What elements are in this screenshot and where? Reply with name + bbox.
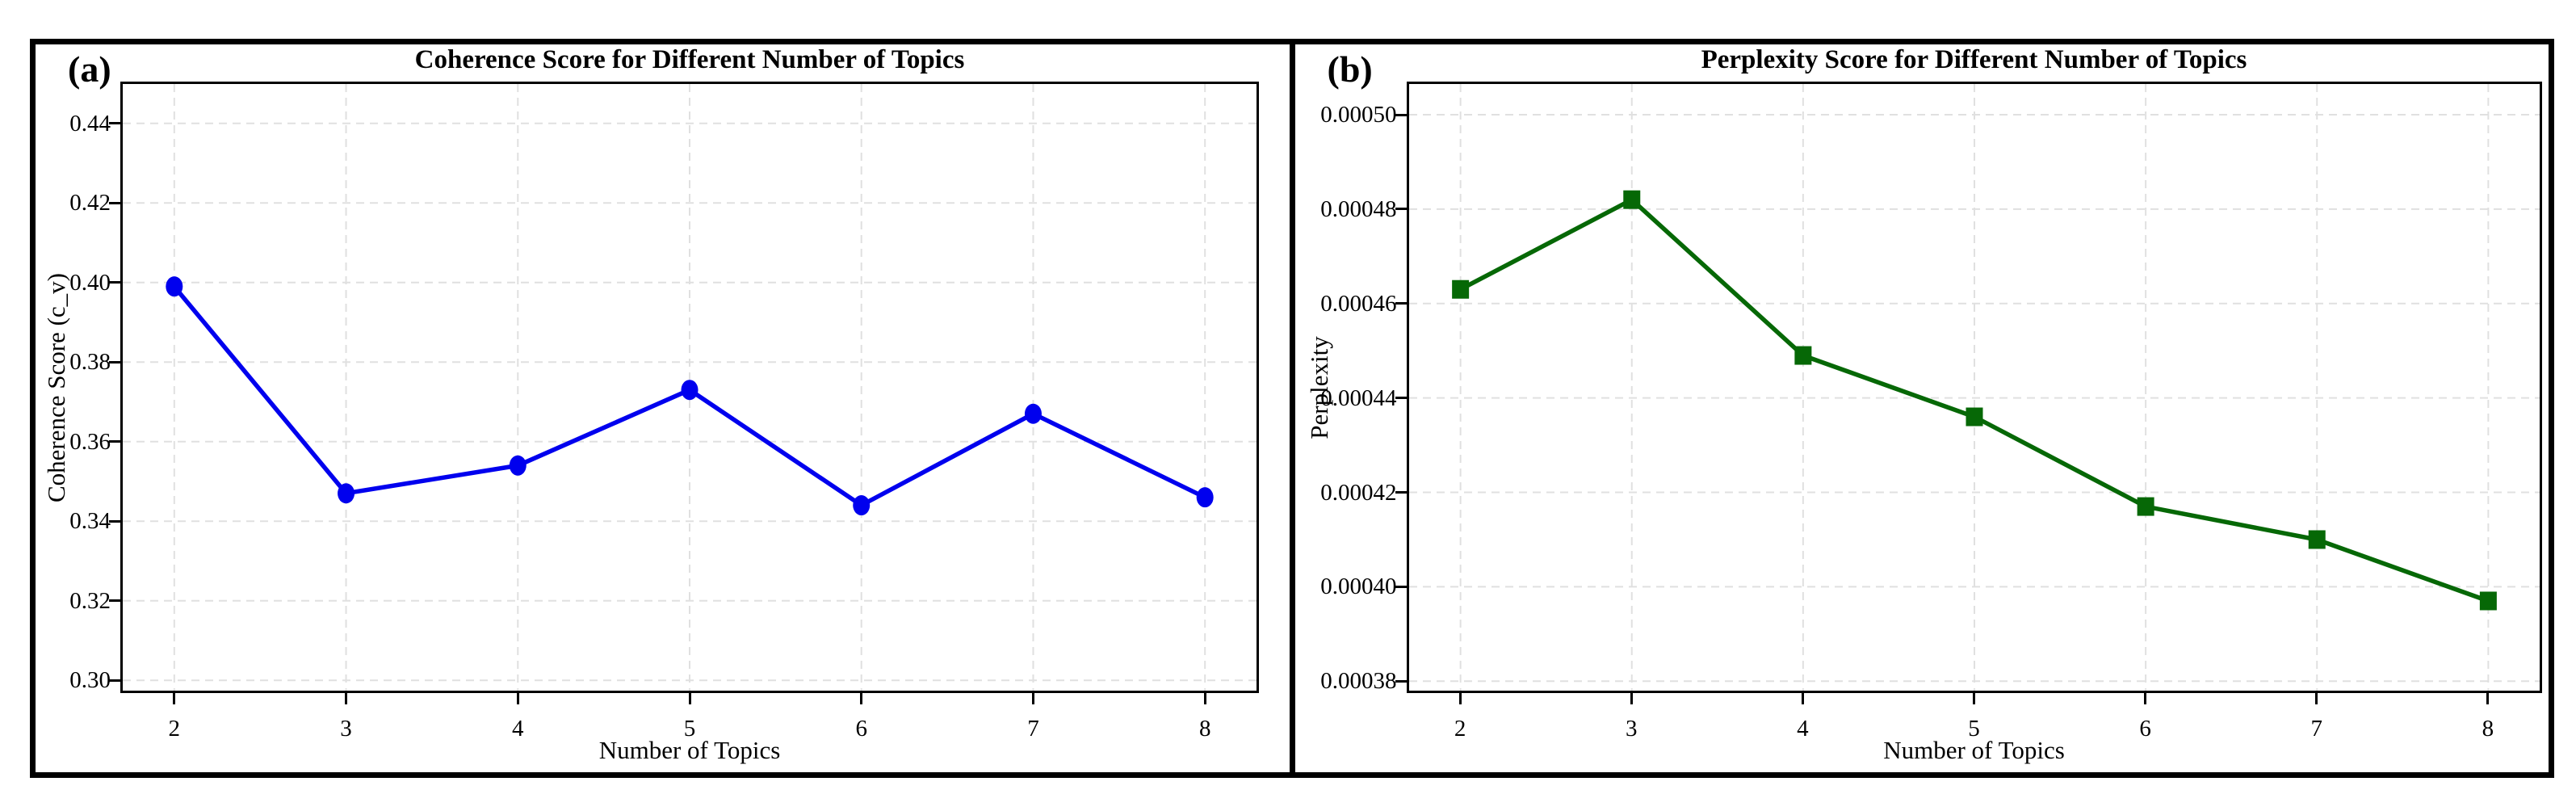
y-tick-mark (1395, 679, 1407, 683)
x-tick-mark (1203, 693, 1206, 704)
y-tick-label: 0.32 (69, 587, 111, 614)
y-tick-label: 0.38 (69, 349, 111, 376)
panel-b-x-axis-label: Number of Topics (1883, 736, 2065, 764)
panel-divider (1289, 44, 1295, 772)
x-tick-label: 4 (512, 716, 524, 742)
x-tick-label: 8 (2482, 716, 2494, 742)
y-tick-label: 0.30 (69, 667, 111, 694)
x-tick-mark (516, 693, 519, 704)
panel-a-x-axis-label: Number of Topics (598, 736, 781, 764)
y-tick-label: 0.00046 (1320, 290, 1397, 317)
x-tick-mark (2144, 693, 2147, 704)
x-tick-mark (1630, 693, 1633, 704)
x-tick-mark (173, 693, 176, 704)
y-tick-mark (109, 281, 120, 284)
y-tick-label: 0.00038 (1320, 668, 1397, 695)
x-tick-mark (1032, 693, 1034, 704)
x-tick-mark (345, 693, 347, 704)
panel-a-plot-area (120, 82, 1259, 693)
y-tick-label: 0.44 (69, 110, 111, 137)
x-tick-label: 4 (1797, 716, 1809, 742)
x-tick-label: 5 (683, 716, 696, 742)
x-tick-label: 5 (1968, 716, 1980, 742)
panel-b-plot-area (1406, 82, 2542, 693)
y-tick-mark (109, 360, 120, 363)
y-tick-mark (1395, 302, 1407, 305)
y-tick-mark (1395, 491, 1407, 494)
panel-a-corner-label: (a) (68, 48, 111, 90)
y-tick-mark (1395, 208, 1407, 211)
y-tick-label: 0.00044 (1320, 384, 1397, 411)
y-tick-mark (109, 519, 120, 523)
y-tick-label: 0.00048 (1320, 195, 1397, 222)
x-tick-label: 7 (1027, 716, 1039, 742)
x-tick-label: 3 (340, 716, 352, 742)
y-tick-label: 0.42 (69, 190, 111, 216)
y-tick-label: 0.00042 (1320, 479, 1397, 506)
panel-b-title: Perplexity Score for Different Number of… (1701, 45, 2247, 74)
y-tick-mark (1395, 397, 1407, 400)
y-tick-mark (109, 440, 120, 443)
x-tick-mark (1973, 693, 1975, 704)
coherence-line-chart (123, 84, 1257, 691)
y-tick-mark (109, 679, 120, 682)
y-tick-label: 0.00040 (1320, 574, 1397, 600)
y-tick-mark (109, 599, 120, 603)
x-tick-mark (860, 693, 863, 704)
x-tick-label: 3 (1626, 716, 1638, 742)
y-tick-label: 0.36 (69, 428, 111, 455)
x-tick-label: 7 (2310, 716, 2322, 742)
x-tick-label: 6 (855, 716, 867, 742)
x-tick-label: 8 (1198, 716, 1211, 742)
x-tick-mark (688, 693, 691, 704)
panel-a-title: Coherence Score for Different Number of … (414, 45, 965, 74)
panel-perplexity: (b) Perplexity Score for Different Numbe… (1295, 44, 2549, 772)
figure-border-box: (a) Coherence Score for Different Number… (30, 39, 2554, 778)
x-tick-mark (2315, 693, 2318, 704)
panel-a-y-axis-label: Coherence Score (c_v) (42, 272, 70, 502)
panel-coherence: (a) Coherence Score for Different Number… (36, 44, 1290, 772)
x-tick-mark (2486, 693, 2490, 704)
y-tick-label: 0.40 (69, 269, 111, 296)
panel-b-corner-label: (b) (1327, 48, 1373, 90)
y-tick-mark (1395, 585, 1407, 588)
x-tick-mark (1458, 693, 1462, 704)
y-tick-mark (1395, 113, 1407, 116)
y-tick-label: 0.00050 (1320, 102, 1397, 128)
x-tick-label: 2 (1454, 716, 1466, 742)
x-tick-label: 6 (2139, 716, 2151, 742)
y-tick-mark (109, 122, 120, 125)
y-tick-label: 0.34 (69, 508, 111, 535)
perplexity-line-chart (1408, 84, 2540, 691)
y-tick-mark (109, 201, 120, 204)
x-tick-mark (1801, 693, 1804, 704)
x-tick-label: 2 (168, 716, 181, 742)
